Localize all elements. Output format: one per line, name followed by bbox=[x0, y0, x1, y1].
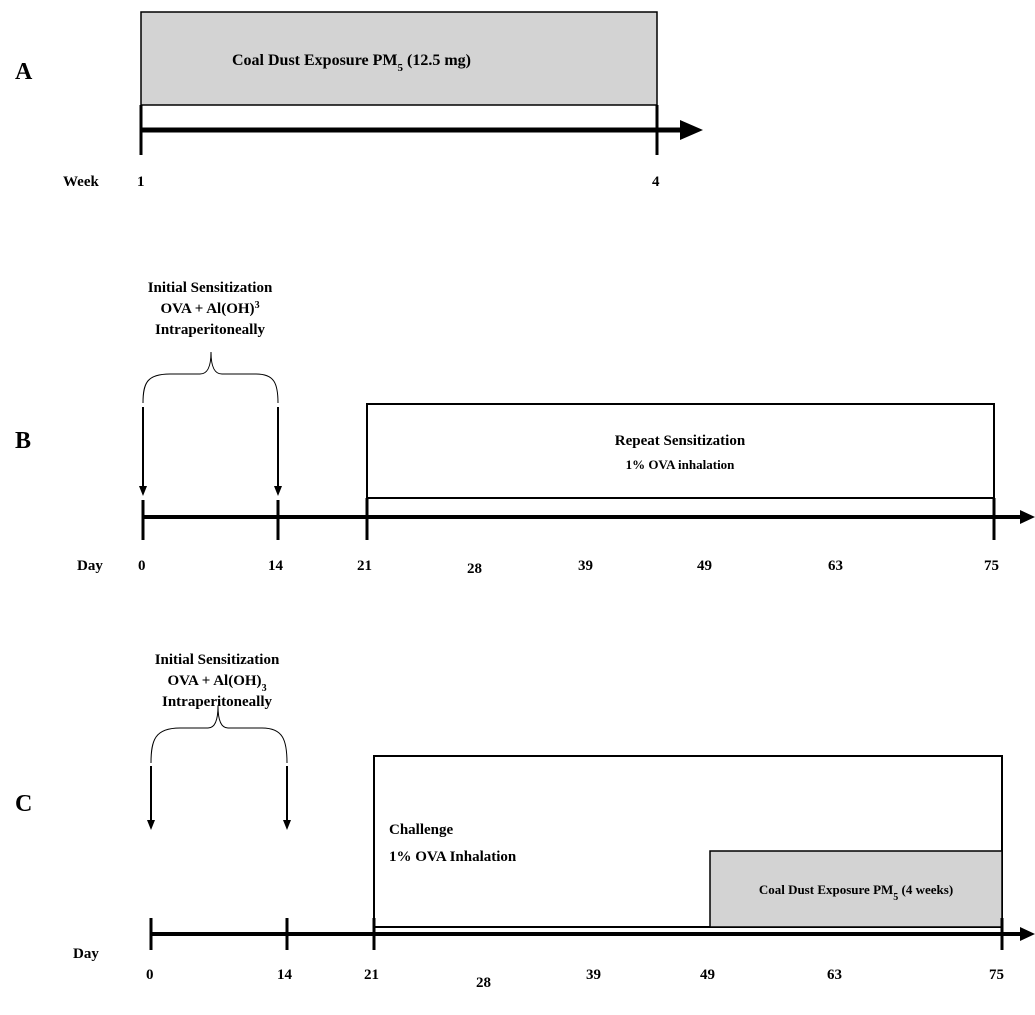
initial-sensitization-title-c: Initial Sensitization bbox=[155, 652, 280, 668]
initial-sensitization-route-c: Intraperitoneally bbox=[162, 694, 272, 710]
panel-c-letter: C bbox=[15, 791, 32, 817]
tick-label-day28-c: 28 bbox=[476, 975, 491, 991]
repeat-sensitization-box bbox=[366, 403, 995, 499]
tick-label-day75-c: 75 bbox=[989, 967, 1004, 983]
initial-sensitization-agent-c: OVA + Al(OH)3 bbox=[167, 673, 266, 694]
panel-a-letter: A bbox=[15, 59, 33, 85]
initial-sensitization-label-b: Initial Sensitization OVA + Al(OH)3 Intr… bbox=[148, 280, 273, 338]
tick-label-day39-b: 39 bbox=[578, 558, 593, 574]
tick-label-day0-b: 0 bbox=[138, 558, 146, 574]
panel-b: B Initial Sensitization OVA + Al(OH)3 In… bbox=[15, 280, 1035, 577]
tick-label-day39-c: 39 bbox=[586, 967, 601, 983]
panel-c: C Initial Sensitization OVA + Al(OH)3 In… bbox=[15, 652, 1035, 991]
injection-arrowhead-day14-c bbox=[283, 820, 291, 830]
tick-label-day14-b: 14 bbox=[268, 558, 284, 574]
tick-label-day21-b: 21 bbox=[357, 558, 372, 574]
tick-label-day28-b: 28 bbox=[467, 561, 482, 577]
tick-label-day14-c: 14 bbox=[277, 967, 293, 983]
coal-dust-exposure-box bbox=[140, 11, 658, 106]
timeline-arrowhead-b bbox=[1020, 510, 1035, 524]
tick-label-day75-b: 75 bbox=[984, 558, 999, 574]
coal-dust-exposure-label: Coal Dust Exposure PM5 (12.5 mg) bbox=[232, 52, 471, 74]
coal-dust-exposure-box-c bbox=[709, 850, 1003, 928]
injection-arrowhead-day0-c bbox=[147, 820, 155, 830]
coal-dust-exposure-label-c: Coal Dust Exposure PM5 (4 weeks) bbox=[759, 882, 953, 903]
initial-sensitization-label-c: Initial Sensitization OVA + Al(OH)3 Intr… bbox=[155, 652, 280, 710]
tick-label-day49-c: 49 bbox=[700, 967, 715, 983]
timeline-arrowhead-a bbox=[680, 120, 703, 140]
panel-b-letter: B bbox=[15, 428, 31, 454]
tick-label-day63-b: 63 bbox=[828, 558, 843, 574]
injection-arrowhead-day14-b bbox=[274, 486, 282, 496]
timeline-arrowhead-c bbox=[1020, 927, 1035, 941]
challenge-title: Challenge bbox=[389, 822, 454, 838]
panel-a: A Coal Dust Exposure PM5 (12.5 mg) Week … bbox=[15, 11, 703, 190]
initial-sensitization-route-b: Intraperitoneally bbox=[155, 322, 265, 338]
challenge-detail: 1% OVA Inhalation bbox=[389, 849, 517, 865]
initial-sensitization-agent-b: OVA + Al(OH)3 bbox=[160, 300, 259, 318]
repeat-sensitization-detail: 1% OVA inhalation bbox=[626, 457, 736, 472]
tick-label-week-1: 1 bbox=[137, 174, 145, 190]
initial-sensitization-title-b: Initial Sensitization bbox=[148, 280, 273, 296]
axis-label-week: Week bbox=[63, 174, 99, 190]
curly-brace-c bbox=[150, 705, 288, 764]
axis-label-day-b: Day bbox=[77, 558, 103, 574]
tick-label-day0-c: 0 bbox=[146, 967, 154, 983]
tick-label-day49-b: 49 bbox=[697, 558, 712, 574]
injection-arrowhead-day0-b bbox=[139, 486, 147, 496]
tick-label-week-4: 4 bbox=[652, 174, 660, 190]
curly-brace-b bbox=[142, 351, 279, 404]
repeat-sensitization-title: Repeat Sensitization bbox=[615, 433, 746, 449]
tick-label-day63-c: 63 bbox=[827, 967, 842, 983]
axis-label-day-c: Day bbox=[73, 946, 99, 962]
tick-label-day21-c: 21 bbox=[364, 967, 379, 983]
